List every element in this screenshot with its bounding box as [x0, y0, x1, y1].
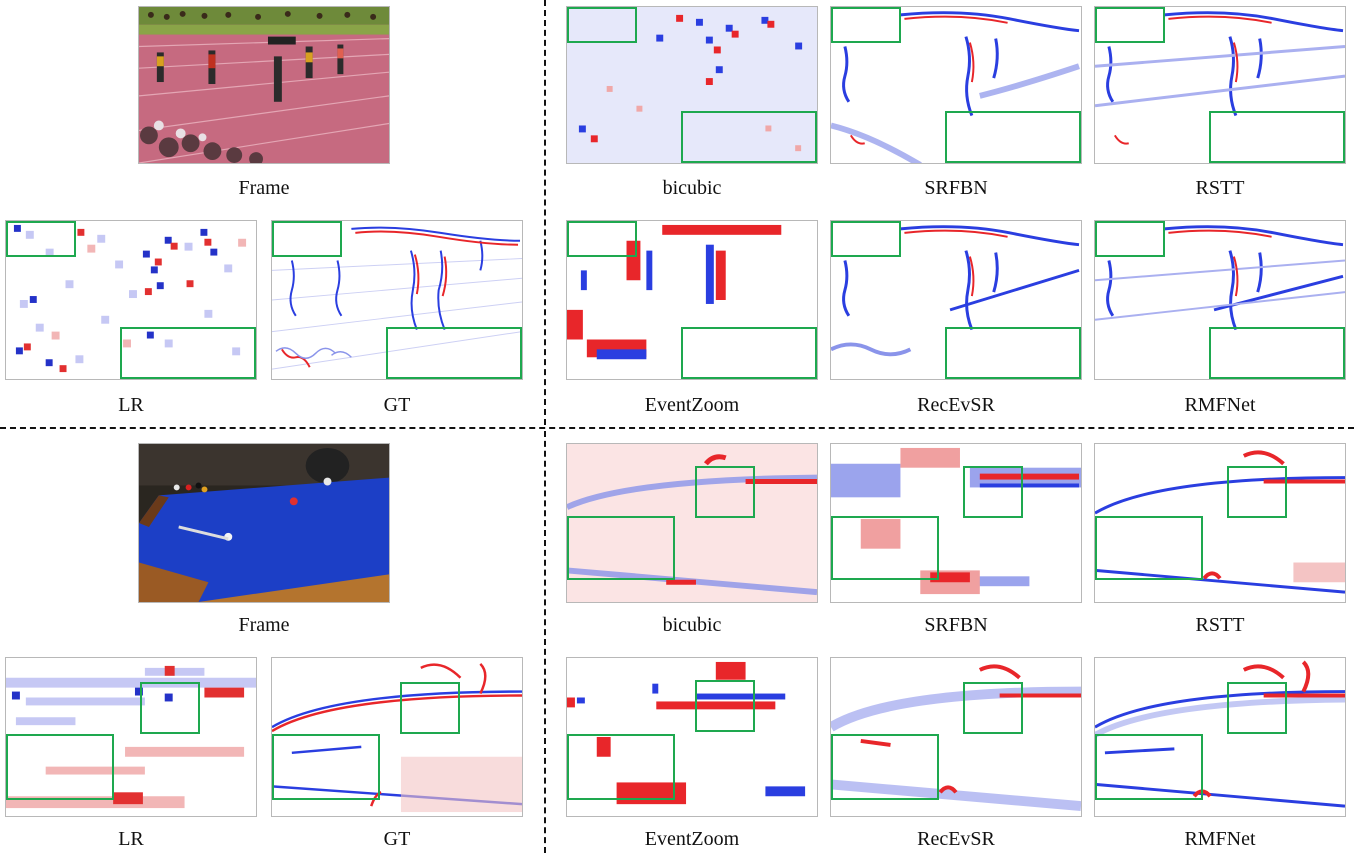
lr-event-panel-top	[5, 220, 257, 380]
caption-gt-bottom: GT	[383, 828, 411, 850]
gt-event-panel-bottom	[271, 657, 523, 817]
zoom-box-small	[831, 7, 901, 43]
method-panel-recevsr-bottom	[830, 657, 1082, 817]
zoom-box-large	[567, 734, 675, 800]
zoom-box-large	[945, 111, 1081, 163]
zoom-box-small	[6, 221, 76, 257]
method-panel-rstt-bottom	[1094, 443, 1346, 603]
zoom-box-large	[681, 327, 817, 379]
zoom-box-large	[272, 734, 380, 800]
zoom-box-large	[1209, 327, 1345, 379]
method-panel-rmfnet-bottom	[1094, 657, 1346, 817]
zoom-box-small	[1095, 7, 1165, 43]
lr-event-panel-bottom	[5, 657, 257, 817]
zoom-box-small	[831, 221, 901, 257]
zoom-box-large	[1095, 516, 1203, 580]
zoom-box-large	[945, 327, 1081, 379]
method-panel-eventzoom-bottom	[566, 657, 818, 817]
gt-event-panel-top	[271, 220, 523, 380]
caption-lr-top: LR	[118, 394, 144, 416]
zoom-box-large	[1095, 734, 1203, 800]
caption-method-recevsr-top: RecEvSR	[917, 394, 995, 416]
caption-frame-bottom: Frame	[238, 614, 290, 636]
caption-method-bicubic-bottom: bicubic	[662, 614, 722, 636]
vertical-separator	[544, 0, 546, 425]
method-panel-recevsr-top	[830, 220, 1082, 380]
zoom-box-large	[681, 111, 817, 163]
zoom-box-large	[6, 734, 114, 800]
zoom-box-large	[567, 516, 675, 580]
caption-method-srfbn-bottom: SRFBN	[924, 614, 988, 636]
caption-method-rstt-bottom: RSTT	[1195, 614, 1245, 636]
method-panel-srfbn-top	[830, 6, 1082, 164]
caption-method-recevsr-bottom: RecEvSR	[917, 828, 995, 850]
caption-method-rmfnet-top: RMFNet	[1184, 394, 1256, 416]
zoom-box-small	[567, 221, 637, 257]
zoom-box-small	[963, 682, 1023, 734]
zoom-box-small	[1095, 221, 1165, 257]
frame-image-pool	[138, 443, 390, 603]
zoom-box-large	[386, 327, 522, 379]
zoom-box-small	[272, 221, 342, 257]
zoom-box-large	[1209, 111, 1345, 163]
caption-method-eventzoom-top: EventZoom	[644, 394, 740, 416]
method-panel-rmfnet-top	[1094, 220, 1346, 380]
caption-method-eventzoom-bottom: EventZoom	[644, 828, 740, 850]
method-panel-bicubic-top	[566, 6, 818, 164]
method-panel-srfbn-bottom	[830, 443, 1082, 603]
horizontal-separator	[0, 427, 1354, 429]
vertical-separator-bottom	[544, 431, 546, 853]
caption-method-rstt-top: RSTT	[1195, 177, 1245, 199]
caption-gt-top: GT	[383, 394, 411, 416]
method-panel-eventzoom-top	[566, 220, 818, 380]
zoom-box-small	[963, 466, 1023, 518]
zoom-box-small	[400, 682, 460, 734]
zoom-box-small	[695, 680, 755, 732]
zoom-box-small	[1227, 466, 1287, 518]
zoom-box-small	[1227, 682, 1287, 734]
caption-method-bicubic-top: bicubic	[662, 177, 722, 199]
zoom-box-small	[140, 682, 200, 734]
method-panel-bicubic-bottom	[566, 443, 818, 603]
zoom-box-small	[567, 7, 637, 43]
caption-method-srfbn-top: SRFBN	[924, 177, 988, 199]
caption-lr-bottom: LR	[118, 828, 144, 850]
frame-image-track	[138, 6, 390, 164]
method-panel-rstt-top	[1094, 6, 1346, 164]
zoom-box-small	[695, 466, 755, 518]
zoom-box-large	[831, 734, 939, 800]
caption-frame-top: Frame	[238, 177, 290, 199]
caption-method-rmfnet-bottom: RMFNet	[1184, 828, 1256, 850]
zoom-box-large	[120, 327, 256, 379]
zoom-box-large	[831, 516, 939, 580]
